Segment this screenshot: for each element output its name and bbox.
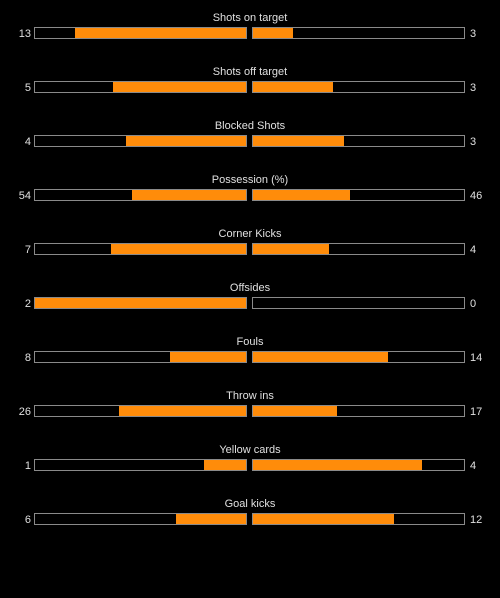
away-value: 14 [470, 352, 483, 364]
home-value: 8 [24, 352, 31, 364]
away-bar-fill [253, 28, 294, 38]
home-bar-track [34, 81, 247, 93]
home-bar-track [34, 243, 247, 255]
home-bar-fill [176, 514, 246, 524]
home-bar-fill [35, 298, 246, 308]
stat-label: Blocked Shots [214, 120, 286, 132]
stat-row: Throw ins 26 17 [0, 389, 500, 443]
home-bar-fill [203, 460, 246, 470]
home-bar-track [34, 405, 247, 417]
away-bar-track [252, 405, 465, 417]
away-value: 3 [470, 136, 477, 148]
away-bar-track [252, 459, 465, 471]
away-bar-track [252, 81, 465, 93]
home-bar-track [34, 459, 247, 471]
stat-row: Corner Kicks 7 4 [0, 227, 500, 281]
home-bar-track [34, 351, 247, 363]
away-bar-track [252, 243, 465, 255]
home-bar-fill [132, 190, 246, 200]
stat-label: Yellow cards [219, 444, 281, 456]
away-bar-fill [253, 352, 389, 362]
stat-label: Shots on target [212, 12, 288, 24]
stat-label: Goal kicks [224, 498, 276, 510]
away-value: 4 [470, 244, 477, 256]
home-bar-fill [170, 352, 246, 362]
away-value: 3 [470, 82, 477, 94]
stat-label: Shots off target [212, 66, 288, 78]
home-value: 4 [24, 136, 31, 148]
home-value: 54 [18, 190, 31, 202]
away-bar-fill [253, 136, 344, 146]
stat-row: Shots off target 5 3 [0, 65, 500, 119]
stat-row: Possession (%) 54 46 [0, 173, 500, 227]
away-bar-fill [253, 460, 422, 470]
home-value: 26 [18, 406, 31, 418]
stat-row: Offsides 2 0 [0, 281, 500, 335]
home-bar-fill [119, 406, 246, 416]
home-value: 6 [24, 514, 31, 526]
away-bar-track [252, 351, 465, 363]
stat-row: Fouls 8 14 [0, 335, 500, 389]
away-bar-fill [253, 82, 334, 92]
away-bar-track [252, 135, 465, 147]
stat-label: Throw ins [226, 390, 274, 402]
away-bar-fill [253, 190, 351, 200]
home-bar-track [34, 297, 247, 309]
away-bar-fill [253, 244, 329, 254]
stat-label: Fouls [236, 336, 264, 348]
away-bar-track [252, 189, 465, 201]
home-value: 7 [24, 244, 31, 256]
away-value: 3 [470, 28, 477, 40]
home-value: 13 [18, 28, 31, 40]
stat-row: Blocked Shots 4 3 [0, 119, 500, 173]
home-bar-track [34, 189, 247, 201]
home-value: 5 [24, 82, 31, 94]
away-bar-fill [253, 514, 395, 524]
home-value: 1 [24, 460, 31, 472]
home-bar-fill [113, 82, 246, 92]
home-value: 2 [24, 298, 31, 310]
home-bar-fill [125, 136, 246, 146]
stat-row: Goal kicks 6 12 [0, 497, 500, 551]
away-value: 4 [470, 460, 477, 472]
home-bar-track [34, 513, 247, 525]
away-value: 12 [470, 514, 483, 526]
home-bar-fill [110, 244, 246, 254]
stat-label: Corner Kicks [218, 228, 282, 240]
away-bar-track [252, 27, 465, 39]
home-bar-track [34, 135, 247, 147]
away-bar-fill [253, 406, 338, 416]
match-stats-list: Shots on target 13 3 Shots off target 5 3 Bloc… [0, 11, 500, 551]
stat-row: Yellow cards 1 4 [0, 443, 500, 497]
stat-row: Shots on target 13 3 [0, 11, 500, 65]
stat-label: Possession (%) [211, 174, 289, 186]
stat-label: Offsides [229, 282, 271, 294]
away-value: 17 [470, 406, 483, 418]
away-bar-track [252, 297, 465, 309]
away-value: 0 [470, 298, 477, 310]
home-bar-track [34, 27, 247, 39]
away-value: 46 [470, 190, 483, 202]
home-bar-fill [75, 28, 246, 38]
away-bar-track [252, 513, 465, 525]
